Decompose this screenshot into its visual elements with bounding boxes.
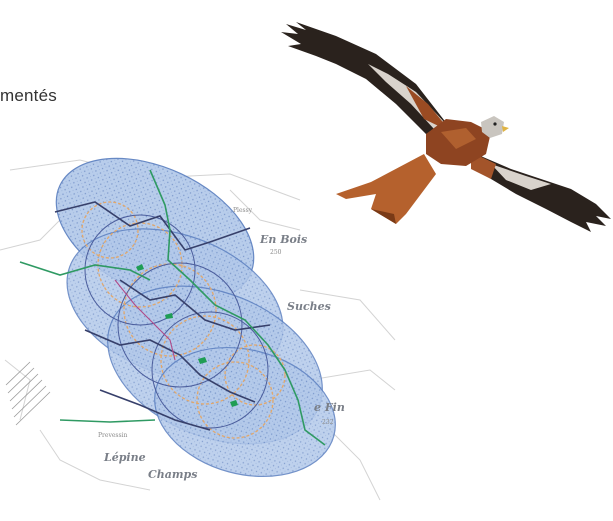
marker-1 [136,264,144,271]
left-wing [281,22,451,134]
telemetry-map: Plessy En Bois 250 Suches e Fin Prevessi… [0,130,400,521]
marker-4 [230,400,238,407]
zone-4 [154,346,336,478]
label-number-top: 250 [270,249,282,256]
label-suches: Suches [287,300,331,313]
label-en-bois: En Bois [259,233,307,246]
hatched-field [5,361,51,426]
caption-text: mentés [0,86,57,105]
boundary-line [114,279,176,361]
label-number-bottom: 232 [322,419,334,426]
label-champs: Champs [148,468,197,481]
head [481,116,504,138]
tail [336,154,436,224]
label-small-left: Prevessin [98,432,127,439]
streams [19,169,326,446]
label-lepine: Lépine [103,451,146,464]
label-plessy: Plessy [233,207,253,214]
red-kite-icon [276,4,613,240]
roads [54,201,271,431]
marker-2 [165,313,173,319]
range-circles [84,214,269,429]
right-wing [476,154,611,232]
gps-markers [136,264,238,407]
marker-3 [198,357,207,364]
label-fin: e Fin [314,401,345,414]
